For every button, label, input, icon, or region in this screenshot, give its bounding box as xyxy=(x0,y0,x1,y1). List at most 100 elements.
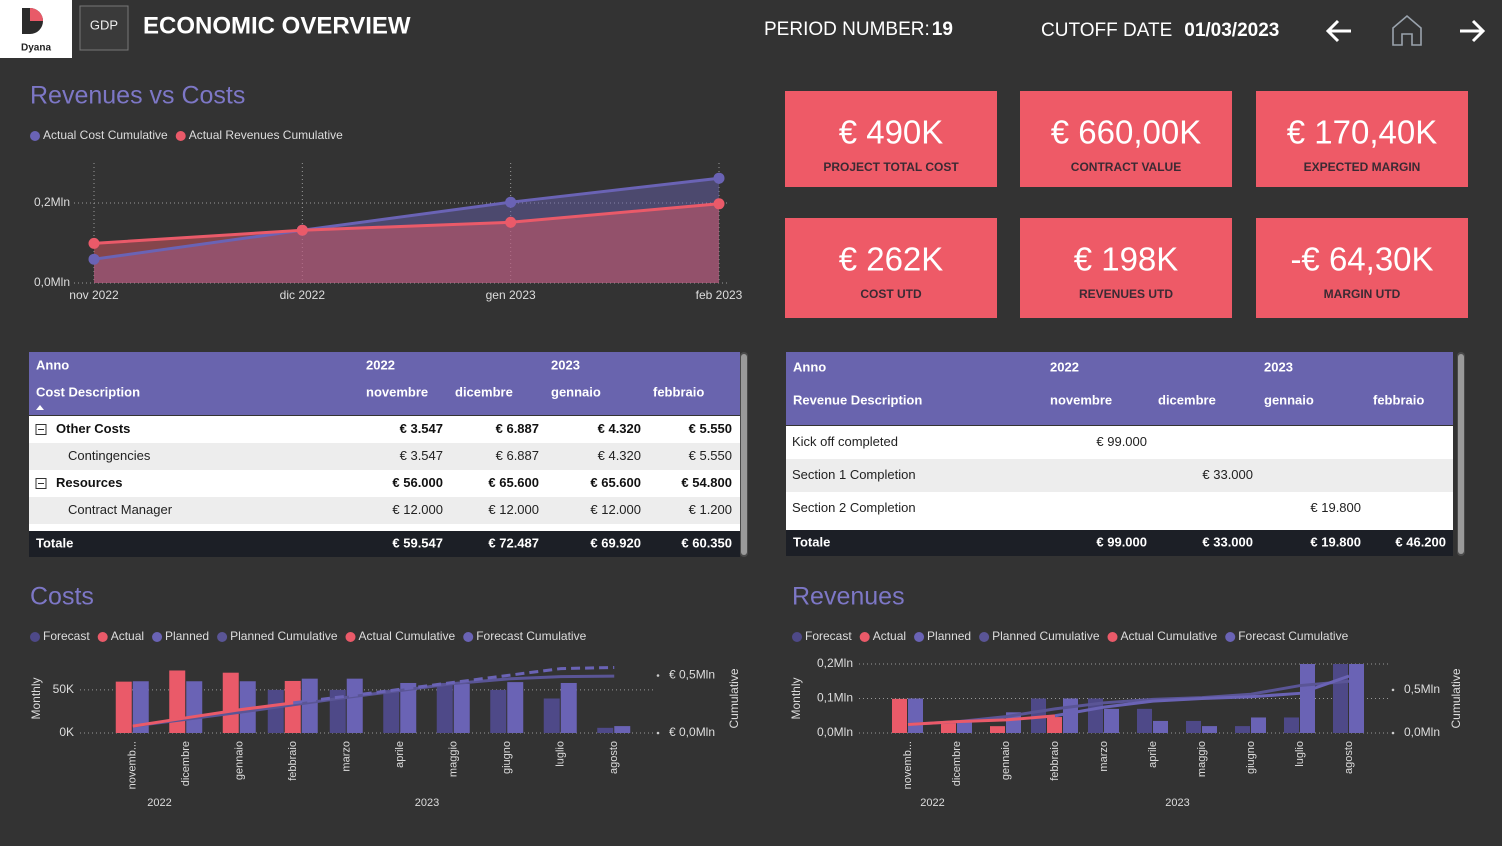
x-tick-label: gennaio xyxy=(234,741,246,780)
bar xyxy=(1284,717,1299,733)
back-button[interactable] xyxy=(1325,19,1351,43)
bar xyxy=(990,726,1005,733)
kpi-card xyxy=(1256,218,1468,318)
page-title: ECONOMIC OVERVIEW xyxy=(143,12,411,39)
legend-label: Planned xyxy=(927,629,971,643)
total-row-bg xyxy=(786,530,1453,556)
cell-value: € 12.000 xyxy=(488,502,539,517)
table-row-bg xyxy=(29,416,740,443)
y2-tick-label: 0,0Mln xyxy=(1404,725,1440,739)
partner-logo: GDP xyxy=(90,17,118,32)
period-value: 19 xyxy=(932,19,953,40)
x-tick-label: gen 2023 xyxy=(486,288,536,302)
legend-label: Planned Cumulative xyxy=(992,629,1100,643)
cell-value: € 12.000 xyxy=(590,502,641,517)
x-group-label: 2023 xyxy=(415,797,439,809)
bar xyxy=(169,670,186,733)
x-tick-label: maggio xyxy=(448,741,460,777)
table-row-bg xyxy=(29,443,740,470)
bar xyxy=(267,689,284,733)
period-label: PERIOD NUMBER: xyxy=(764,19,930,40)
line xyxy=(132,674,615,728)
forward-button[interactable] xyxy=(1460,19,1486,43)
month-header: novembre xyxy=(366,384,428,399)
y-tick-label: 0,2Mln xyxy=(34,195,70,209)
bar xyxy=(383,689,400,733)
bar xyxy=(186,681,203,733)
cell-value: € 1.200 xyxy=(689,502,732,517)
cell-value: € 33.000 xyxy=(1202,467,1253,482)
y-axis-label: Monthly xyxy=(789,677,803,719)
y-axis-label: Monthly xyxy=(29,677,43,719)
bar xyxy=(1300,664,1315,733)
month-header: novembre xyxy=(1050,392,1112,407)
x-group-label: 2023 xyxy=(1165,797,1189,809)
table-row-header: Revenue Description xyxy=(793,392,922,407)
total-value: € 33.000 xyxy=(1202,534,1253,549)
cell-value: € 4.320 xyxy=(598,421,641,436)
month-header: dicembre xyxy=(455,384,513,399)
logo-text: Dyana xyxy=(21,43,51,54)
legend-swatch xyxy=(463,632,474,642)
x-tick-label: aprile xyxy=(1147,741,1159,768)
month-header: febbraio xyxy=(1373,392,1424,407)
legend-label: Planned Cumulative xyxy=(230,629,338,643)
cell-value: € 5.550 xyxy=(689,448,732,463)
month-header: gennaio xyxy=(551,384,601,399)
kpi-value: € 198K xyxy=(1074,241,1179,278)
line xyxy=(907,679,1350,726)
bar xyxy=(1235,726,1250,733)
kpi-label: CONTRACT VALUE xyxy=(1071,160,1181,174)
cell-value: € 19.800 xyxy=(1310,500,1361,515)
cell-value: € 3.547 xyxy=(400,421,443,436)
bar xyxy=(941,721,956,733)
total-value: € 72.487 xyxy=(488,535,539,550)
bar xyxy=(400,682,417,733)
bar xyxy=(1251,717,1266,733)
legend-swatch xyxy=(30,131,40,141)
row-label: Resources xyxy=(56,475,122,490)
y2-axis-label: Cumulative xyxy=(727,668,741,728)
cell-value: € 65.600 xyxy=(590,475,641,490)
home-button[interactable] xyxy=(1392,14,1422,46)
cell-value: € 56.000 xyxy=(392,475,443,490)
scrollbar-thumb xyxy=(1458,354,1464,554)
row-label: Kick off completed xyxy=(792,434,898,449)
scrollbar-thumb xyxy=(741,354,747,555)
table-row-bg xyxy=(786,426,1453,459)
table-row-bg xyxy=(786,459,1453,492)
cell-value: € 5.550 xyxy=(689,421,732,436)
y-tick-label: 50K xyxy=(53,682,74,696)
legend-swatch xyxy=(914,632,925,642)
kpi-value: € 490K xyxy=(839,114,944,151)
legend-label: Actual Cumulative xyxy=(1121,629,1218,643)
legend-label: Forecast xyxy=(43,629,90,643)
total-value: € 99.000 xyxy=(1096,534,1147,549)
point xyxy=(713,172,725,184)
y-tick-label: 0,1Mln xyxy=(817,691,853,705)
point xyxy=(713,198,725,210)
cell-value: € 4.320 xyxy=(598,448,641,463)
y2-tick-label: 0,5Mln xyxy=(1404,682,1440,696)
bar xyxy=(301,678,318,733)
bar xyxy=(1047,717,1062,733)
y2-axis-label: Cumulative xyxy=(1449,668,1463,728)
x-tick-label: agosto xyxy=(1343,741,1355,774)
cell-value: € 65.600 xyxy=(488,475,539,490)
bar xyxy=(1186,720,1201,733)
year-header: 2023 xyxy=(551,357,580,372)
row-label: Contract Manager xyxy=(68,502,173,517)
legend-swatch xyxy=(792,632,802,642)
kpi-value: € 660,00K xyxy=(1051,114,1201,151)
bar xyxy=(436,682,453,733)
y2-tick-label: € 0,0Mln xyxy=(669,725,715,739)
kpi-label: MARGIN UTD xyxy=(1324,287,1401,301)
x-tick-label: dicembre xyxy=(951,741,963,786)
cell-value: € 12.000 xyxy=(392,502,443,517)
x-tick-label: feb 2023 xyxy=(696,288,743,302)
bar xyxy=(957,721,972,733)
point xyxy=(296,224,308,236)
kpi-card xyxy=(1020,91,1232,187)
y2-tick-mark xyxy=(1391,688,1395,692)
